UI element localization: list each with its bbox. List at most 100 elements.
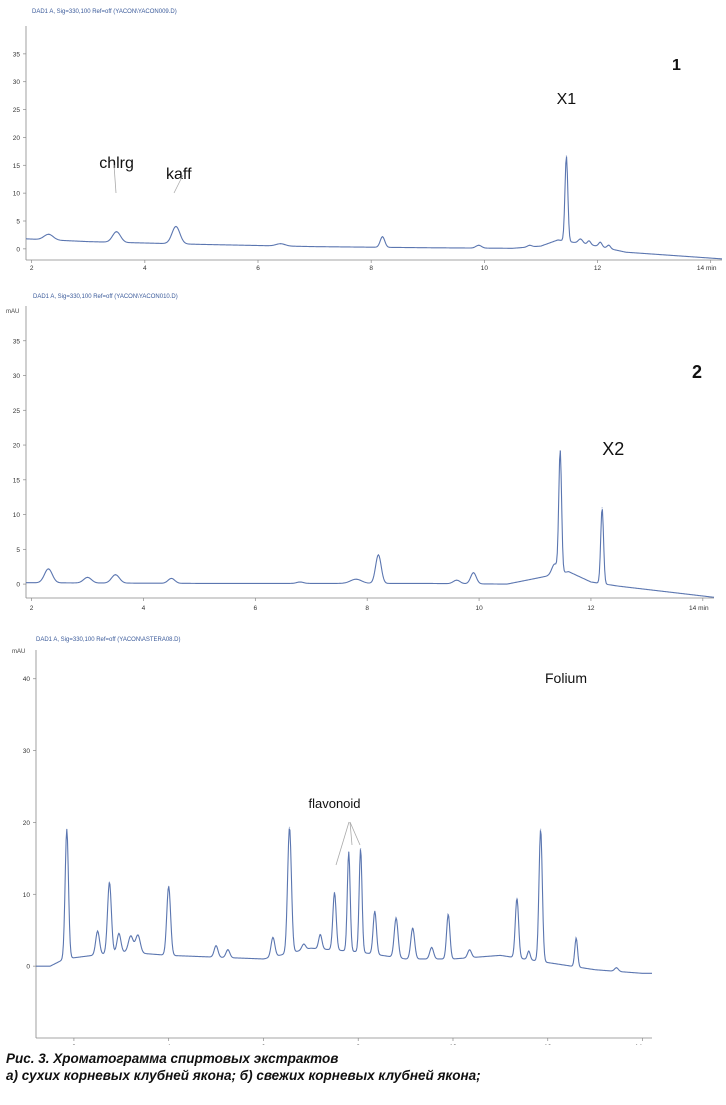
peak-point [472, 572, 475, 574]
chart-header: DAD1 A, Sig=330,100 Ref=off (YACON\ASTER… [36, 637, 181, 643]
peak-point [175, 225, 177, 228]
peak-point [468, 949, 471, 951]
x-tick-label: 6 [262, 1044, 266, 1045]
peak-point [170, 577, 173, 580]
x-tick-label: 10 [449, 1044, 457, 1045]
panel-label: 1 [672, 57, 681, 74]
peak-point [608, 244, 610, 246]
y-tick-label: 30 [23, 748, 31, 755]
peak-point [303, 943, 305, 945]
annotation-leader-line [349, 821, 353, 846]
x-tick-label: 6 [256, 265, 260, 272]
y-tick-label: 25 [13, 107, 21, 114]
chromatogram-figure: DAD1 A, Sig=330,100 Ref=off (YACON\YACON… [6, 9, 723, 1045]
peak-point [529, 244, 531, 246]
peak-annotation: chlrg [99, 155, 134, 172]
x-tick-label: 2 [30, 265, 34, 272]
y-tick-label: 10 [13, 512, 21, 519]
x-tick-label: 8 [365, 605, 369, 612]
peak-point [599, 241, 601, 243]
chart-header: DAD1 A, Sig=330,100 Ref=off (YACON\YACON… [32, 9, 177, 15]
peak-point [108, 881, 111, 883]
peak-point [565, 155, 567, 157]
peak-point [456, 579, 458, 581]
x-tick-label: 12 [594, 265, 602, 272]
peak-point [333, 891, 336, 894]
y-tick-label: 5 [16, 219, 20, 226]
x-tick-label: 4 [143, 265, 147, 272]
y-tick-label: 20 [13, 135, 21, 142]
peak-point [478, 244, 480, 246]
y-tick-label: 20 [23, 820, 31, 827]
x-tick-label: 8 [356, 1044, 360, 1045]
peak-point [377, 554, 379, 556]
peak-point [227, 949, 229, 951]
y-tick-label: 0 [16, 582, 20, 589]
peak-point [272, 936, 274, 939]
annotation-leader-line [349, 821, 361, 846]
y-tick-label: 30 [13, 373, 21, 380]
peak-annotation: flavonoid [308, 796, 360, 811]
x-tick-label: 4 [167, 1044, 171, 1045]
chromatogram-trace [36, 828, 652, 974]
x-tick-label: 10 [475, 605, 483, 612]
peak-point [359, 848, 362, 850]
y-axis-label: mAU [12, 649, 25, 655]
y-tick-label: 35 [13, 338, 21, 345]
x-tick-label: 14 min [697, 265, 717, 272]
peak-point [115, 231, 118, 233]
peak-point [516, 897, 518, 899]
peak-point [579, 238, 582, 240]
peak-point [601, 507, 603, 509]
y-tick-label: 25 [13, 408, 21, 415]
chart-header: DAD1 A, Sig=330,100 Ref=off (YACON\YACON… [33, 294, 178, 300]
peak-point [381, 236, 384, 238]
chromatogram-trace [25, 156, 723, 260]
chromatogram-trace [25, 450, 715, 598]
panel-label: 2 [692, 362, 702, 382]
x-tick-label: 12 [587, 605, 595, 612]
peak-point [288, 826, 291, 828]
peak-point [575, 937, 577, 939]
peak-annotation: X2 [602, 439, 624, 459]
chromatogram-panel-3: DAD1 A, Sig=330,100 Ref=off (YACON\ASTER… [12, 637, 652, 1045]
peak-point [588, 240, 590, 242]
y-tick-label: 15 [13, 163, 21, 170]
y-tick-label: 40 [23, 676, 31, 683]
peak-point [280, 243, 282, 245]
panel-label: Folium [545, 670, 587, 686]
peak-annotation: kaff [166, 166, 192, 183]
y-axis-label: mAU [6, 309, 19, 315]
peak-point [118, 932, 120, 934]
y-tick-label: 0 [16, 246, 20, 253]
x-tick-label: 6 [254, 605, 258, 612]
peak-point [299, 581, 301, 583]
figure-caption-title: Рис. 3. Хроматограмма спиртовых экстракт… [6, 1051, 339, 1066]
peak-point [431, 946, 433, 949]
peak-point [553, 563, 556, 565]
x-tick-label: 2 [72, 1044, 76, 1045]
figure-caption-subtitle: а) сухих корневых клубней якона; б) свеж… [6, 1068, 481, 1083]
x-tick-label: 2 [30, 605, 34, 612]
y-tick-label: 15 [13, 477, 21, 484]
x-tick-label: 10 [481, 265, 489, 272]
x-tick-label: 12 [544, 1044, 552, 1045]
peak-point [395, 917, 397, 919]
peak-point [412, 927, 414, 929]
y-tick-label: 20 [13, 443, 21, 450]
peak-point [114, 574, 117, 576]
annotation-leader-line [173, 174, 184, 194]
x-tick-label: 8 [369, 265, 373, 272]
x-tick-label: 14 min [689, 605, 709, 612]
peak-point [615, 967, 618, 969]
peak-annotation: X1 [557, 91, 577, 108]
peak-point [66, 828, 68, 830]
x-tick-label: 4 [142, 605, 146, 612]
y-tick-label: 10 [13, 191, 21, 198]
chromatogram-panel-2: DAD1 A, Sig=330,100 Ref=off (YACON\YACON… [6, 294, 715, 612]
peak-point [355, 578, 357, 580]
peak-point [130, 935, 132, 937]
x-tick-label: 14 [635, 1044, 643, 1045]
peak-point [97, 930, 99, 932]
peak-point [47, 568, 49, 570]
